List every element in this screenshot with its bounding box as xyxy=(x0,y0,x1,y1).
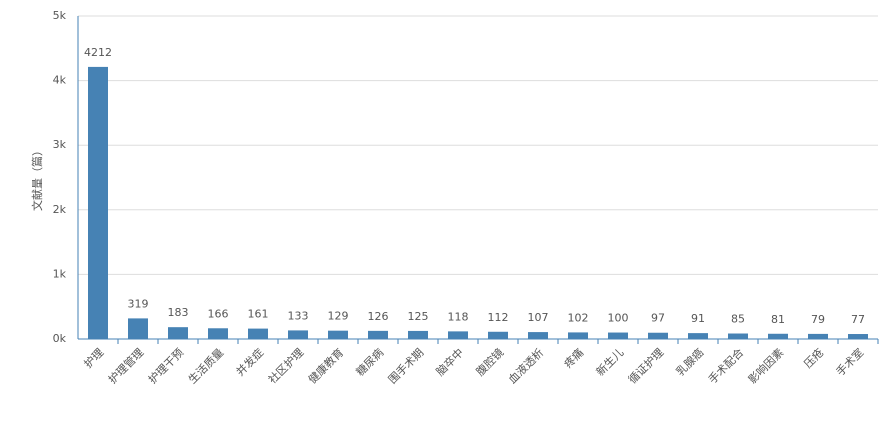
x-tick-label: 健康教育 xyxy=(305,345,346,386)
bar xyxy=(568,332,588,339)
data-label: 319 xyxy=(128,297,149,310)
data-label: 4212 xyxy=(84,46,112,59)
x-tick-label: 护理干预 xyxy=(145,345,186,386)
x-tick-label: 腹腔镜 xyxy=(473,345,506,378)
bar xyxy=(488,331,508,339)
data-label: 85 xyxy=(731,313,745,326)
x-tick-label: 影响因素 xyxy=(746,346,786,386)
data-label: 100 xyxy=(608,312,629,325)
data-label: 81 xyxy=(771,313,785,326)
data-label: 161 xyxy=(248,308,269,321)
data-label: 133 xyxy=(288,309,309,322)
x-tick-label: 脑卒中 xyxy=(433,345,466,378)
bar xyxy=(808,333,828,339)
data-label: 112 xyxy=(488,311,509,324)
x-tick-label: 围手术期 xyxy=(385,345,426,386)
bar xyxy=(208,328,228,339)
x-tick-label: 循证护理 xyxy=(625,345,666,386)
bar xyxy=(448,331,468,339)
y-tick-label: 1k xyxy=(53,267,67,280)
x-tick-label: 护理 xyxy=(81,345,106,370)
data-label: 79 xyxy=(811,313,825,326)
data-label: 97 xyxy=(651,312,665,325)
bar xyxy=(248,328,268,339)
y-tick-label: 4k xyxy=(53,74,67,87)
x-tick-label: 血液透析 xyxy=(505,345,546,386)
x-tick-label: 护理管理 xyxy=(105,345,146,386)
x-tick-label: 糖尿病 xyxy=(353,345,386,378)
bar xyxy=(408,330,428,339)
x-tick-label: 新生儿 xyxy=(593,345,626,378)
y-tick-label: 2k xyxy=(53,203,67,216)
bar xyxy=(728,333,748,339)
y-tick-label: 0k xyxy=(53,332,67,345)
bar xyxy=(528,332,548,339)
x-tick-label: 并发症 xyxy=(233,345,266,378)
bar xyxy=(328,330,348,339)
bar xyxy=(768,333,788,339)
data-label: 126 xyxy=(368,310,389,323)
data-label: 107 xyxy=(528,311,549,324)
data-label: 77 xyxy=(851,313,865,326)
data-label: 129 xyxy=(328,310,349,323)
data-label: 102 xyxy=(568,311,589,324)
x-tick-label: 社区护理 xyxy=(265,345,306,386)
data-label: 118 xyxy=(448,310,469,323)
data-label: 183 xyxy=(168,306,189,319)
bar xyxy=(688,333,708,339)
x-tick-label: 乳腺癌 xyxy=(673,345,706,378)
bar xyxy=(608,332,628,339)
x-tick-label: 生活质量 xyxy=(185,345,226,386)
x-tick-label: 压疮 xyxy=(801,345,826,370)
x-tick-label: 手术配合 xyxy=(705,345,746,386)
x-tick-label: 疼痛 xyxy=(561,345,586,370)
data-label: 91 xyxy=(691,312,705,325)
bar xyxy=(648,332,668,339)
bar xyxy=(288,330,308,339)
y-axis-label: 文献量（篇） xyxy=(30,145,44,211)
bar xyxy=(168,327,188,339)
bar xyxy=(368,330,388,339)
y-tick-label: 5k xyxy=(53,9,67,22)
y-tick-label: 3k xyxy=(53,138,67,151)
bar xyxy=(848,334,868,339)
data-label: 166 xyxy=(208,307,229,320)
bar xyxy=(88,66,108,340)
data-label: 125 xyxy=(408,310,429,323)
x-tick-label: 手术室 xyxy=(833,345,866,378)
bar xyxy=(128,318,148,339)
